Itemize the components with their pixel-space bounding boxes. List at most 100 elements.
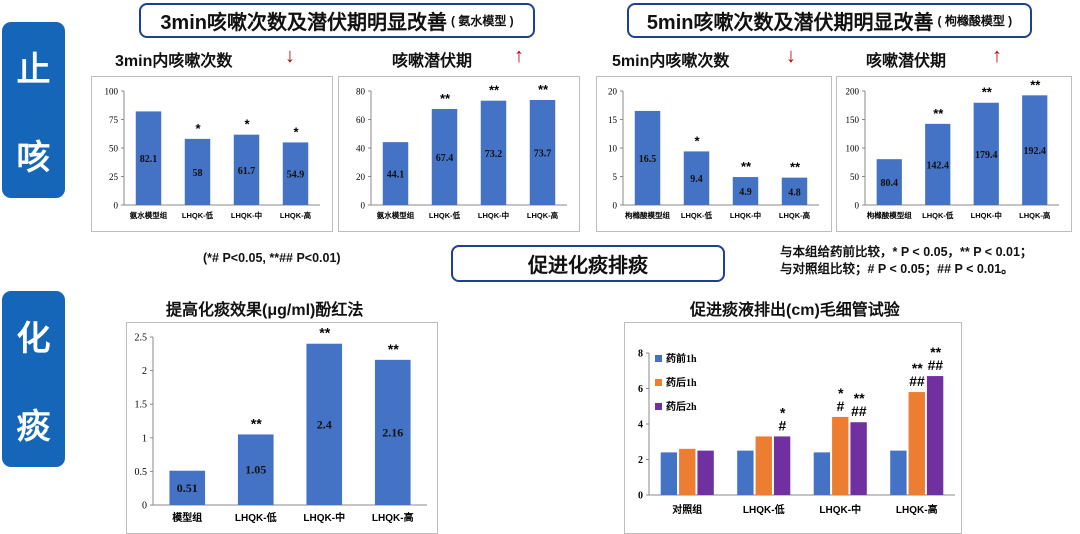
significance-mark: * xyxy=(694,133,700,148)
chart-bar xyxy=(755,436,772,495)
x-tick-label: LHQK-高 xyxy=(896,503,938,516)
x-tick-label: 枸橼酸模型组 xyxy=(867,210,912,220)
chart-bar xyxy=(697,450,714,495)
x-tick-label: 模型组 xyxy=(172,511,202,524)
chart-bar xyxy=(282,142,309,205)
data-label: 82.1 xyxy=(140,154,158,165)
y-tick-label: 10 xyxy=(608,144,618,154)
y-tick-label: 200 xyxy=(846,87,860,97)
sidebar-char: 化 xyxy=(16,319,51,358)
y-tick-label: 0 xyxy=(114,201,119,211)
chart-bar xyxy=(1022,95,1048,205)
chart-bar xyxy=(306,343,343,505)
chart-label: 咳嗽潜伏期 xyxy=(392,53,473,70)
legend-swatch xyxy=(655,379,662,386)
x-tick-label: LHQK-中 xyxy=(819,503,861,516)
chart-bar xyxy=(184,138,211,205)
chart-bar xyxy=(169,470,206,505)
data-label: 0.51 xyxy=(177,481,198,495)
y-tick-label: 1 xyxy=(142,433,147,444)
y-tick-label: 0 xyxy=(855,201,860,211)
y-tick-label: 75 xyxy=(109,115,119,125)
data-label: 4.8 xyxy=(788,187,801,198)
data-label: 67.4 xyxy=(436,153,454,164)
significance-mark: ** xyxy=(930,344,941,360)
chart-bar xyxy=(683,151,710,205)
data-label: 2.4 xyxy=(317,417,332,431)
significance-mark: * xyxy=(293,124,299,139)
y-tick-label: 2.5 xyxy=(135,333,148,344)
chart-bar xyxy=(773,436,791,495)
y-tick-label: 5 xyxy=(613,172,618,182)
chart-bar xyxy=(382,142,409,205)
chart-panel-phenol-red: 0 0.5 1 1.5 2 2.5 模型组 LHQK-低 LHQK-中 LHQK-高 0.51 1.0… xyxy=(126,322,438,534)
significance-mark: ** xyxy=(981,85,992,100)
x-tick-label: LHQK-低 xyxy=(235,511,277,524)
chart-bar xyxy=(850,422,867,495)
y-tick-label: 1.5 xyxy=(135,400,148,411)
data-label: 142.4 xyxy=(927,160,950,171)
chart-bar xyxy=(679,448,696,495)
chart-bar xyxy=(480,100,507,205)
y-tick-label: 25 xyxy=(109,172,119,182)
data-label: 179.4 xyxy=(975,150,998,161)
significance-mark: ## xyxy=(909,373,925,389)
section-title-main: 3min咳嗽次数及潜伏期明显改善 xyxy=(160,12,447,34)
section-title-citric: 5min咳嗽次数及潜伏期明显改善 ( 枸橼酸模型 ) xyxy=(627,3,1032,38)
legend-label: 药后1h xyxy=(666,376,697,389)
chart-label: 咳嗽潜伏期 xyxy=(866,53,947,70)
data-label: 2.16 xyxy=(382,425,403,439)
y-tick-label: 2 xyxy=(638,455,643,466)
x-tick-label: LHQK-高 xyxy=(372,511,414,524)
y-tick-label: 80 xyxy=(356,87,366,97)
legend-label: 药后2h xyxy=(666,400,697,413)
chart-label: 促进痰液排出(cm)毛细管试验 xyxy=(690,302,900,319)
data-label: 58 xyxy=(193,168,203,179)
chart-bar xyxy=(832,416,849,495)
chart-ammonia-count: 0 25 50 75 100 氨水模型组 LHQK-低 LHQK-中 LHQK-高 82.1 58 *… xyxy=(105,87,320,220)
y-tick-label: 0 xyxy=(638,491,643,502)
y-tick-label: 0.5 xyxy=(135,467,148,478)
y-tick-label: 100 xyxy=(105,87,119,97)
chart-ammonia-latency: 0 20 40 60 80 氨水模型组 LHQK-低 LHQK-中 LHQK-高 44.1 67.4… xyxy=(356,82,567,220)
chart-panel-capillary: 0 2 4 6 8 对照组 LHQK-低 LHQK-中 LHQK-高 * # ** ## * # ** ## **… xyxy=(624,322,962,534)
chart-bar xyxy=(237,434,274,505)
chart-bar xyxy=(781,177,808,205)
up-arrow-icon: ↑ xyxy=(992,45,1002,67)
significance-note-line2: 与对照组比较；# P < 0.05；## P < 0.01。 xyxy=(780,262,1014,276)
section-title-sub: ( 氨水模型 ) xyxy=(451,14,514,28)
significance-mark: ** xyxy=(853,390,864,406)
y-tick-label: 50 xyxy=(850,172,860,182)
y-tick-label: 0 xyxy=(142,501,147,512)
chart-panel-citric-count: 0 5 10 15 20 枸橼酸模型组 LHQK-低 LHQK-中 LHQK-高 16.5 9.4 *… xyxy=(596,76,832,232)
chart-bar xyxy=(813,452,831,495)
sidebar-char: 止 xyxy=(16,50,51,89)
significance-mark: ** xyxy=(933,106,944,121)
chart-bar xyxy=(737,450,754,495)
section-title-main: 促进化痰排痰 xyxy=(528,255,648,277)
y-tick-label: 0 xyxy=(613,201,618,211)
significance-mark: * xyxy=(779,404,785,420)
section-title-sub: ( 枸橼酸模型 ) xyxy=(937,14,1013,28)
chart-bar xyxy=(926,376,944,495)
significance-mark: * xyxy=(838,385,844,401)
x-tick-label: LHQK-高 xyxy=(779,210,811,220)
data-label: 73.7 xyxy=(534,148,552,159)
data-label: 73.2 xyxy=(485,149,503,160)
chart-label: 5min内咳嗽次数 xyxy=(612,53,730,70)
y-tick-label: 20 xyxy=(608,87,618,97)
sidebar-cough: 止 咳 xyxy=(2,22,65,198)
significance-mark: * xyxy=(244,117,250,132)
legend-label: 药前1h xyxy=(666,352,697,365)
chart-bar xyxy=(135,111,162,205)
x-tick-label: LHQK-中 xyxy=(478,210,509,220)
data-label: 192.4 xyxy=(1024,146,1047,157)
significance-mark: ** xyxy=(250,415,261,431)
data-label: 16.5 xyxy=(639,154,657,165)
significance-mark: ** xyxy=(537,82,548,97)
chart-bar xyxy=(908,392,925,495)
y-tick-label: 4 xyxy=(638,420,643,431)
y-tick-label: 50 xyxy=(109,144,119,154)
